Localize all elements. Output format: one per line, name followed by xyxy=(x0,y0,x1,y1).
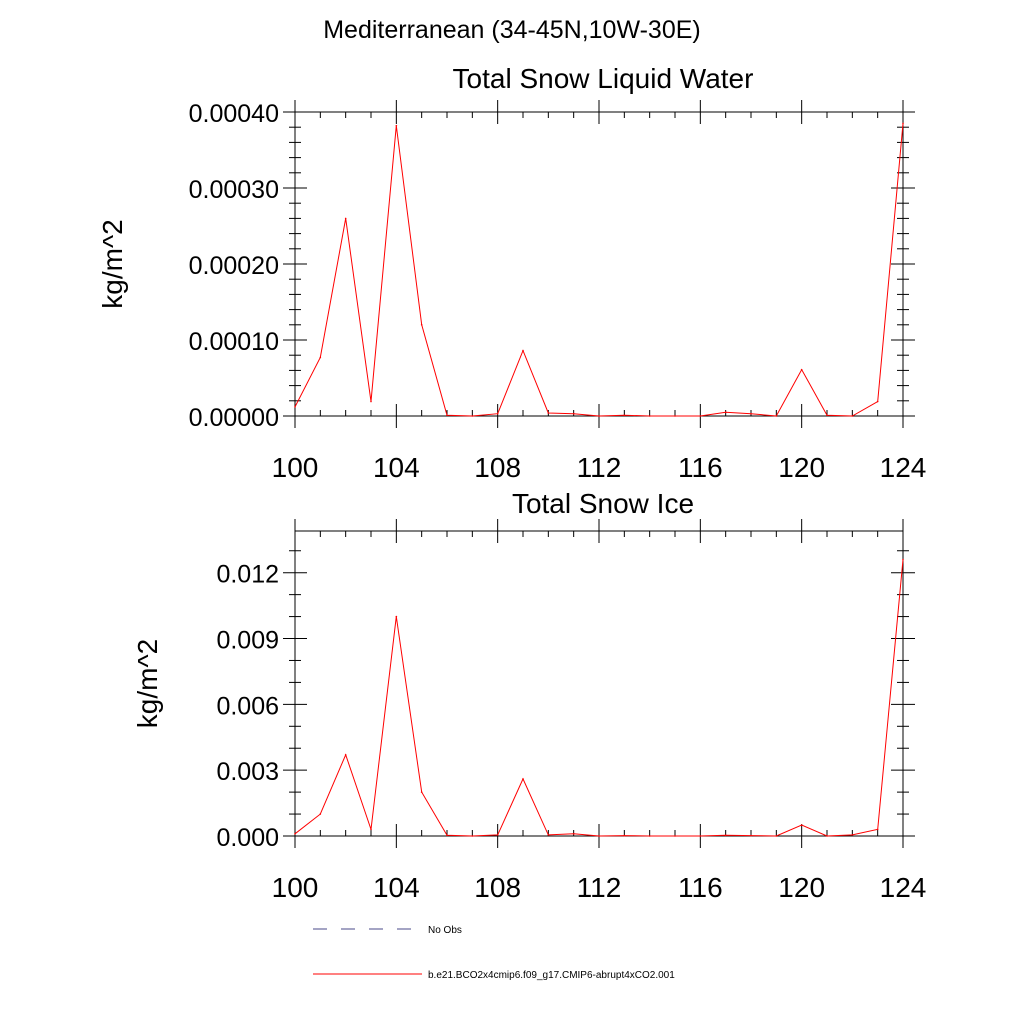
x-tick-label: 124 xyxy=(880,872,927,903)
x-tick-label: 112 xyxy=(577,872,622,903)
x-tick-label: 116 xyxy=(678,452,723,483)
y-tick-label: 0.009 xyxy=(216,627,279,655)
chart-panel-1: Total Snow Liquid Water kg/m^2 100 104 108 11… xyxy=(97,63,926,483)
legend-label-1: No Obs xyxy=(428,925,462,936)
data-point xyxy=(902,122,904,125)
x-tick-label: 124 xyxy=(880,452,927,483)
y-tick-label: 0.00030 xyxy=(189,176,279,204)
data-point xyxy=(420,324,423,326)
data-point xyxy=(395,124,398,127)
data-point xyxy=(876,400,879,403)
data-point xyxy=(724,411,727,414)
y-axis-label: kg/m^2 xyxy=(97,219,128,308)
page-title: Mediterranean (34-45N,10W-30E) xyxy=(323,16,701,44)
data-point xyxy=(420,791,423,793)
data-point xyxy=(319,356,322,359)
data-point xyxy=(294,833,296,835)
data-point xyxy=(800,368,803,371)
x-tick-label: 120 xyxy=(778,872,825,903)
data-point xyxy=(674,415,676,417)
data-point xyxy=(344,217,347,220)
data-point xyxy=(370,828,372,831)
data-point xyxy=(496,412,499,415)
x-tick-label: 108 xyxy=(474,872,521,903)
data-point xyxy=(496,834,499,836)
data-point xyxy=(826,835,828,837)
y-tick-label: 0.00040 xyxy=(189,100,279,128)
series-line xyxy=(294,123,904,417)
data-point xyxy=(471,835,474,837)
data-point xyxy=(876,828,879,831)
series-line xyxy=(294,559,904,837)
y-tick-label: 0.006 xyxy=(216,692,279,720)
y-tick-label: 0.00010 xyxy=(189,328,279,356)
x-tick-label: 104 xyxy=(373,452,420,483)
data-point xyxy=(750,834,752,837)
data-point xyxy=(800,824,803,826)
y-axis-label: kg/m^2 xyxy=(132,639,163,728)
data-point xyxy=(572,833,575,835)
chart-title: Total Snow Liquid Water xyxy=(453,63,754,94)
data-point xyxy=(547,834,550,836)
chart-title: Total Snow Ice xyxy=(512,488,694,519)
data-point xyxy=(547,412,550,414)
x-tick-label: 100 xyxy=(272,872,319,903)
data-point xyxy=(522,778,524,780)
data-point xyxy=(370,400,372,403)
data-point xyxy=(699,835,702,837)
data-point xyxy=(648,835,651,837)
data-point xyxy=(522,349,524,352)
data-point xyxy=(851,415,854,417)
data-point xyxy=(623,834,626,837)
data-point xyxy=(826,414,828,417)
x-tick-label: 100 xyxy=(272,452,319,483)
data-point xyxy=(724,834,727,837)
chart-panel-2: Total Snow Ice kg/m^2 100 104 108 112 116 120 12… xyxy=(132,488,926,903)
data-point xyxy=(395,615,398,618)
data-point xyxy=(623,414,626,417)
data-point xyxy=(750,412,752,415)
x-tick-label: 104 xyxy=(373,872,420,903)
data-point xyxy=(446,414,448,417)
plot-frame xyxy=(294,530,904,837)
data-point xyxy=(598,835,600,837)
data-point xyxy=(699,415,702,417)
data-point xyxy=(319,813,322,815)
data-point xyxy=(471,415,474,417)
data-point xyxy=(294,406,296,408)
data-point xyxy=(598,415,600,417)
data-point xyxy=(344,754,347,756)
y-tick-label: 0.000 xyxy=(216,824,279,852)
legend: No Obs b.e21.BCO2x4cmip6.f09_g17.CMIP6-ab… xyxy=(313,925,675,981)
y-tick-label: 0.003 xyxy=(216,758,279,786)
data-point xyxy=(446,834,448,837)
data-point xyxy=(775,415,778,417)
x-tick-label: 116 xyxy=(678,872,723,903)
data-point xyxy=(572,412,575,415)
data-point xyxy=(902,558,904,561)
x-tick-label: 108 xyxy=(474,452,521,483)
y-tick-label: 0.00000 xyxy=(189,404,279,432)
data-point xyxy=(775,835,778,837)
x-tick-label: 112 xyxy=(577,452,622,483)
x-tick-label: 120 xyxy=(778,452,825,483)
y-tick-label: 0.012 xyxy=(216,561,279,589)
y-tick-label: 0.00020 xyxy=(189,252,279,280)
data-point xyxy=(674,835,676,837)
data-point xyxy=(851,834,854,836)
legend-label-2: b.e21.BCO2x4cmip6.f09_g17.CMIP6-abrupt4x… xyxy=(428,970,675,981)
data-point xyxy=(648,415,651,417)
plot-frame xyxy=(294,111,904,417)
